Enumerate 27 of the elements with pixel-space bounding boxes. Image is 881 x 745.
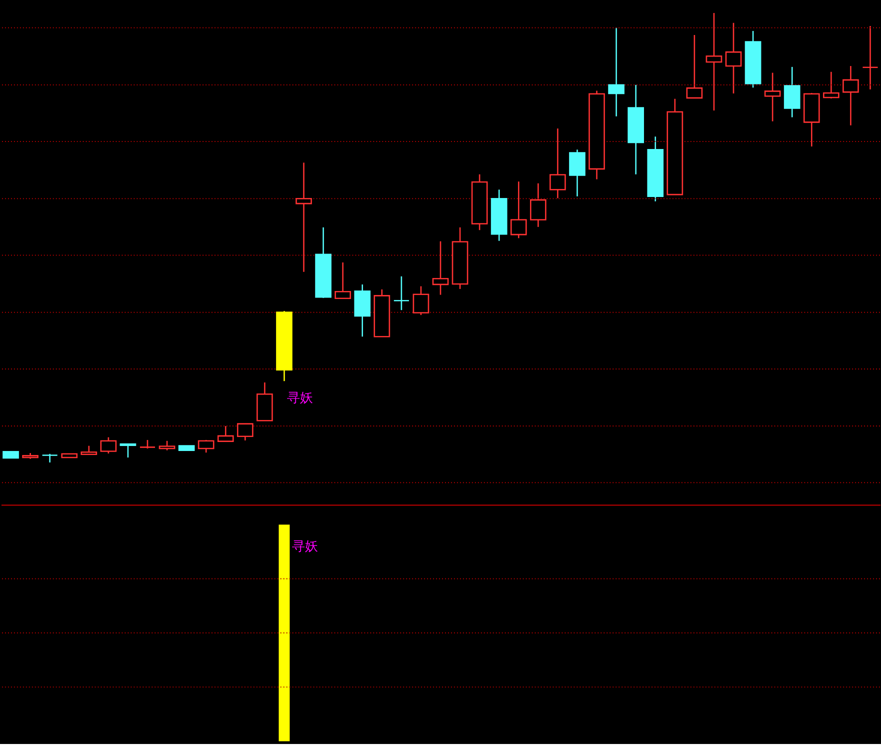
candlestick — [432, 240, 449, 296]
candlestick — [706, 12, 722, 112]
candlestick — [569, 148, 586, 198]
candlestick — [842, 65, 859, 126]
candlestick — [412, 286, 430, 316]
annotation: 寻妖 — [292, 540, 318, 555]
candlestick — [550, 128, 566, 199]
candlestick — [784, 66, 800, 118]
candlestick — [862, 25, 878, 90]
candlestick — [120, 443, 136, 458]
annotation: 寻妖 — [287, 391, 314, 406]
candlestick — [334, 262, 352, 300]
candlestick — [217, 425, 234, 442]
candlestick — [530, 182, 546, 228]
candlestick — [198, 439, 214, 454]
candlestick — [236, 423, 254, 442]
candlestick — [764, 72, 781, 122]
candlestick — [823, 71, 840, 100]
candlestick — [686, 34, 703, 99]
candlestick — [100, 436, 117, 454]
candlestick — [510, 180, 527, 239]
candlestick — [42, 453, 58, 464]
candlestick — [393, 276, 410, 311]
candlestick — [608, 27, 624, 118]
candlestick — [158, 440, 176, 451]
candlestick — [296, 162, 312, 273]
candlestick — [725, 22, 742, 94]
